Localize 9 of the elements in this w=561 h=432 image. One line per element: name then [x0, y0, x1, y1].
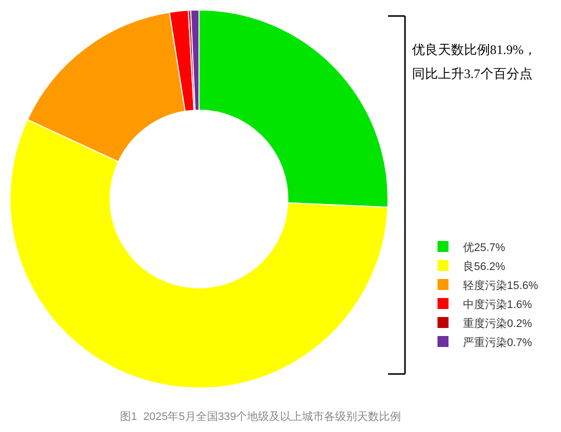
legend-label: 严重污染0.7% — [463, 336, 532, 349]
legend-label: 轻度污染15.6% — [463, 278, 538, 292]
legend-label: 中度污染1.6% — [463, 298, 532, 311]
text: 同比上升3.7个百分点 — [412, 66, 532, 81]
legend-label: 重度污染0.2% — [463, 316, 532, 330]
caption: 图1 2025年5月全国339个地级及以上城市各级别天数比例 — [120, 410, 402, 423]
legend-label: 优25.7% — [463, 242, 506, 254]
text: 优良天数比例81.9%， — [412, 42, 537, 57]
legend-label: 良56.2% — [463, 260, 506, 273]
